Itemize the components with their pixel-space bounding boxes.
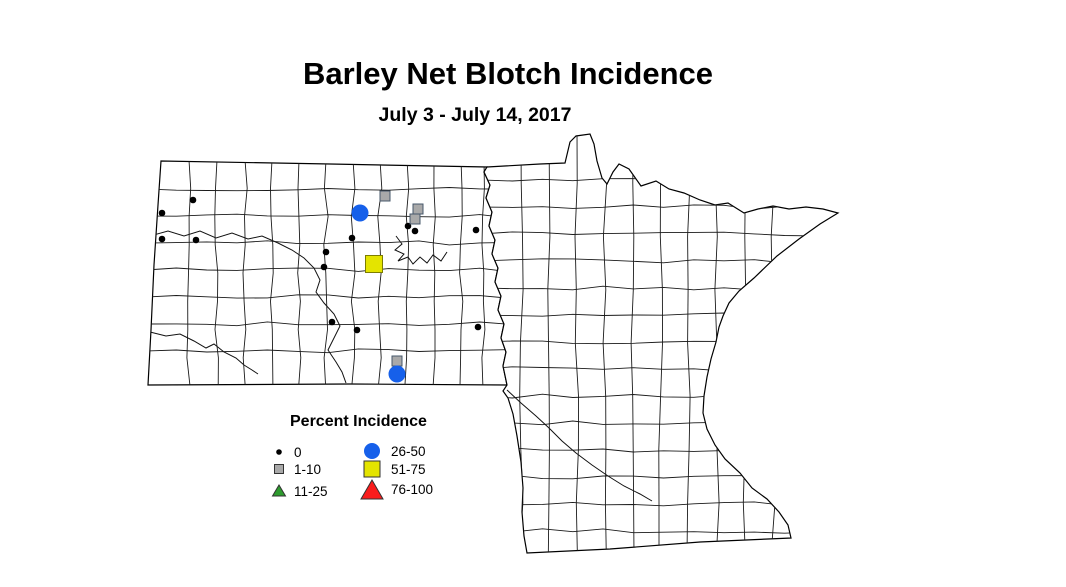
county-line — [297, 161, 302, 385]
incidence-point-0 — [189, 196, 197, 204]
cannonball-river — [149, 331, 259, 375]
county-line — [432, 161, 436, 385]
legend-dot-symbol — [276, 449, 282, 455]
incidence-point-0 — [320, 263, 328, 271]
legend-item-1: 1-10 — [266, 458, 321, 480]
county-line — [148, 348, 507, 354]
legend-small-square-symbol — [274, 464, 284, 474]
county-line — [770, 134, 776, 553]
incidence-point-0 — [411, 227, 419, 235]
county-line — [686, 134, 691, 553]
legend-item-label: 76-100 — [391, 481, 434, 497]
county-line — [148, 321, 507, 327]
county-line — [148, 267, 507, 273]
county-line — [481, 161, 486, 385]
minnesota-outline — [483, 133, 840, 554]
missouri-river — [149, 230, 347, 384]
county-line — [148, 294, 507, 299]
legend-small-triangle-symbol — [271, 484, 287, 497]
county-line — [148, 213, 507, 219]
county-line — [148, 240, 507, 246]
page-subtitle: July 3 - July 14, 2017 — [378, 104, 572, 126]
legend-item-5: 76-100 — [355, 478, 433, 500]
incidence-points-layer — [158, 190, 482, 383]
minnesota — [483, 133, 840, 554]
sheyenne-river — [394, 235, 448, 265]
incidence-point-26-50 — [388, 365, 406, 383]
legend-header: Percent Incidence — [290, 413, 427, 430]
county-line — [602, 134, 608, 553]
incidence-point-1-10 — [391, 355, 403, 367]
incidence-point-1-10 — [412, 203, 424, 215]
incidence-point-1-10 — [379, 190, 391, 202]
county-line — [214, 161, 219, 385]
legend-item-label: 26-50 — [391, 443, 426, 459]
incidence-point-0 — [348, 234, 356, 242]
incidence-point-51-75 — [365, 255, 383, 273]
county-line — [350, 161, 356, 385]
county-line — [186, 161, 192, 385]
county-line — [484, 528, 838, 534]
incidence-point-26-50 — [351, 204, 369, 222]
incidence-point-0 — [322, 248, 330, 256]
incidence-point-1-10 — [409, 213, 421, 225]
legend-triangle-symbol — [360, 479, 384, 500]
legend-item-label: 1-10 — [294, 461, 322, 477]
legend-circle-symbol — [364, 443, 380, 459]
incidence-point-0 — [472, 226, 480, 234]
minnesota-river — [506, 389, 653, 502]
legend-item-label: 11-25 — [294, 483, 328, 499]
legend-square-symbol — [363, 460, 381, 478]
county-line — [404, 161, 410, 385]
county-line — [658, 134, 663, 553]
legend-item-0: 0 — [266, 441, 302, 463]
legend-item-3: 26-50 — [355, 440, 426, 462]
county-line — [323, 161, 329, 385]
north-dakota — [147, 160, 508, 386]
county-line — [547, 134, 551, 553]
legend-item-label: 51-75 — [391, 461, 426, 477]
incidence-point-0 — [192, 236, 200, 244]
incidence-point-0 — [353, 326, 361, 334]
incidence-point-0 — [158, 209, 166, 217]
county-line — [484, 231, 838, 237]
incidence-point-0 — [474, 323, 482, 331]
legend-item-4: 51-75 — [355, 458, 426, 480]
page-title: Barley Net Blotch Incidence — [302, 56, 713, 91]
county-line — [270, 161, 274, 385]
legend-item-label: 0 — [294, 444, 302, 460]
legend-item-2: 11-25 — [266, 480, 328, 502]
county-line — [148, 187, 507, 192]
incidence-point-0 — [328, 318, 336, 326]
county-line — [242, 161, 248, 385]
county-line — [459, 161, 464, 385]
incidence-point-0 — [158, 235, 166, 243]
